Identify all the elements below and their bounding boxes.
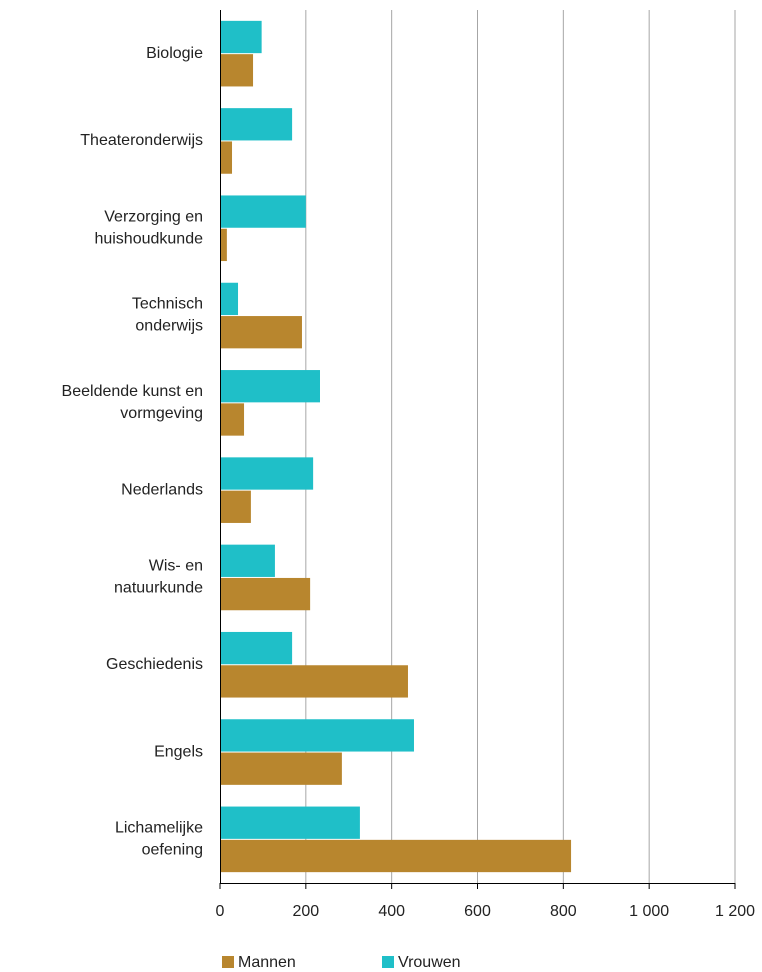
y-tick-label: Theateronderwijs [80, 132, 203, 149]
bar [220, 457, 314, 490]
x-tick-label: 400 [378, 903, 405, 920]
x-tick-label: 1 000 [629, 903, 669, 920]
legend-label: Vrouwen [398, 954, 461, 971]
bar [220, 370, 320, 403]
y-tick-label: Beeldende kunst en vormgeving [62, 383, 203, 422]
bar [220, 490, 251, 523]
x-tick-label: 800 [550, 903, 577, 920]
bar [220, 141, 233, 174]
bar [220, 282, 239, 316]
bar [220, 806, 360, 839]
bar [220, 20, 262, 54]
y-tick-label: Biologie [146, 45, 203, 62]
legend-swatch [222, 956, 234, 968]
bar [220, 752, 342, 785]
bar [220, 403, 245, 436]
bar [220, 316, 302, 349]
bar [220, 544, 275, 577]
bar [220, 54, 254, 87]
legend-label: Mannen [238, 954, 296, 971]
bar [220, 228, 227, 262]
bar [220, 577, 311, 611]
x-tick-label: 0 [216, 903, 225, 920]
legend-swatch [382, 956, 394, 968]
y-tick-label: Engels [154, 743, 203, 760]
x-tick-label: 1 200 [715, 903, 755, 920]
y-tick-label: Lichamelijke oefening [115, 820, 203, 859]
y-tick-label: Verzorging en huishoudkunde [94, 208, 203, 247]
bar [220, 631, 293, 665]
bar [220, 665, 408, 698]
bar [220, 719, 414, 752]
y-tick-label: Geschiedenis [106, 656, 203, 673]
bar [220, 839, 572, 873]
x-tick-label: 200 [292, 903, 319, 920]
bar [220, 195, 306, 228]
bar [220, 108, 293, 141]
y-tick-label: Technisch onderwijs [132, 296, 203, 335]
y-tick-label: Wis- en natuurkunde [114, 558, 203, 597]
y-tick-label: Nederlands [121, 481, 203, 498]
x-tick-label: 600 [464, 903, 491, 920]
